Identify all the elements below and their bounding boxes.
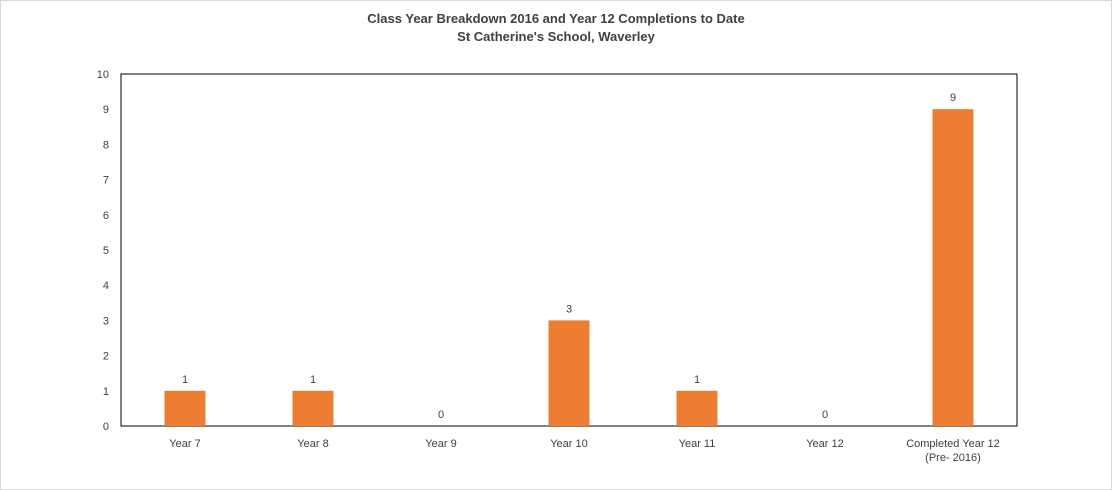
x-tick-label: Year 11: [679, 438, 716, 450]
x-tick-label: Year 8: [297, 438, 328, 450]
bar: [292, 390, 334, 426]
bar: [164, 390, 206, 426]
y-tick-label: 0: [103, 421, 109, 433]
bar: [932, 109, 974, 426]
data-label: 1: [310, 374, 316, 386]
bar: [676, 390, 718, 426]
y-tick-label: 10: [97, 69, 109, 81]
data-label: 1: [182, 374, 188, 386]
y-tick-label: 9: [103, 104, 109, 116]
chart-title: Class Year Breakdown 2016 and Year 12 Co…: [367, 11, 745, 26]
data-label: 3: [566, 303, 572, 315]
data-label: 0: [822, 409, 828, 421]
y-tick-label: 4: [103, 280, 109, 292]
bar: [548, 320, 590, 426]
data-label: 9: [950, 92, 956, 104]
y-tick-label: 6: [103, 210, 109, 222]
y-tick-label: 2: [103, 351, 109, 363]
x-tick-label: Year 7: [169, 438, 200, 450]
x-tick-label: Year 10: [550, 438, 588, 450]
y-tick-label: 5: [103, 245, 109, 257]
data-label: 0: [438, 409, 444, 421]
y-tick-label: 8: [103, 139, 109, 151]
chart-subtitle: St Catherine's School, Waverley: [457, 29, 655, 44]
x-tick-label: Year 12: [806, 438, 844, 450]
x-tick-label: Completed Year 12 (Pre- 2016): [906, 438, 1000, 464]
data-label: 1: [694, 374, 700, 386]
y-tick-label: 1: [103, 386, 109, 398]
y-tick-label: 7: [103, 175, 109, 187]
y-tick-label: 3: [103, 315, 109, 327]
x-tick-label: Year 9: [425, 438, 456, 450]
